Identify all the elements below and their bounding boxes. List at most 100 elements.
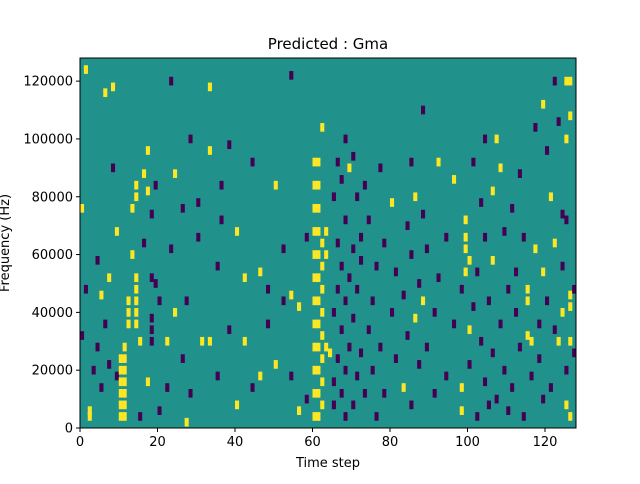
heatmap-cell bbox=[331, 400, 336, 410]
heatmap-cell bbox=[134, 192, 139, 202]
heatmap-cell bbox=[297, 302, 302, 311]
heatmap-cell bbox=[103, 88, 108, 98]
heatmap-cell bbox=[362, 180, 367, 190]
heatmap-cell bbox=[188, 388, 193, 398]
heatmap-cell bbox=[312, 227, 317, 236]
heatmap-cell bbox=[521, 412, 526, 421]
heatmap-cell bbox=[266, 319, 271, 329]
heatmap-cell bbox=[359, 232, 364, 242]
heatmap-cell bbox=[316, 250, 321, 259]
heatmap-cell bbox=[417, 279, 422, 288]
heatmap-cell bbox=[467, 256, 472, 265]
heatmap-cell bbox=[91, 365, 96, 375]
heatmap-cell bbox=[486, 296, 491, 306]
heatmap-cell bbox=[118, 377, 123, 387]
heatmap-cell bbox=[273, 180, 278, 190]
heatmap-cell bbox=[122, 354, 127, 363]
heatmap-cell bbox=[506, 284, 511, 294]
heatmap-cell bbox=[467, 325, 472, 335]
heatmap-cell bbox=[452, 175, 457, 184]
heatmap-cell bbox=[355, 192, 360, 202]
heatmap-cell bbox=[138, 412, 143, 421]
heatmap-cell bbox=[242, 273, 247, 283]
heatmap-cell bbox=[95, 256, 100, 265]
heatmap-cell bbox=[370, 365, 375, 375]
heatmap-cell bbox=[564, 76, 569, 86]
heatmap-cell bbox=[382, 238, 387, 248]
heatmap-cell bbox=[297, 406, 302, 415]
heatmap-cell bbox=[560, 308, 565, 317]
heatmap-cell bbox=[366, 325, 371, 335]
heatmap-cell bbox=[432, 388, 437, 398]
heatmap-cell bbox=[517, 342, 522, 352]
heatmap-cell bbox=[312, 273, 317, 283]
heatmap-cell bbox=[568, 336, 573, 346]
heatmap-cell bbox=[355, 371, 360, 381]
heatmap-cell bbox=[359, 256, 364, 265]
heatmap-cell bbox=[258, 371, 263, 381]
heatmap-cell bbox=[316, 203, 321, 213]
heatmap-cell bbox=[219, 215, 224, 225]
heatmap-cell bbox=[335, 354, 340, 363]
heatmap-cell bbox=[347, 342, 352, 352]
heatmap-cell bbox=[134, 308, 139, 317]
heatmap-cell bbox=[207, 336, 212, 346]
heatmap-cells bbox=[80, 65, 577, 427]
heatmap-cell bbox=[343, 134, 348, 144]
heatmap-cell bbox=[421, 105, 426, 115]
heatmap-cell bbox=[149, 209, 154, 219]
heatmap-cell bbox=[494, 394, 499, 404]
heatmap-cell bbox=[347, 273, 352, 283]
heatmap-cell bbox=[312, 180, 317, 190]
heatmap-cell bbox=[99, 383, 104, 392]
heatmap-cell bbox=[390, 308, 395, 317]
heatmap-cell bbox=[126, 296, 131, 306]
heatmap-cell bbox=[417, 360, 422, 369]
heatmap-cell bbox=[514, 308, 519, 317]
heatmap-cell bbox=[324, 227, 329, 236]
heatmap-cell bbox=[510, 203, 515, 213]
heatmap-cell bbox=[537, 354, 542, 363]
heatmap-cell bbox=[339, 388, 344, 398]
heatmap-cell bbox=[572, 284, 577, 294]
heatmap-cell bbox=[320, 400, 325, 410]
heatmap-cell bbox=[149, 325, 154, 335]
heatmap-cell bbox=[316, 296, 321, 306]
heatmap-cell bbox=[312, 412, 317, 421]
heatmap-cell bbox=[165, 336, 170, 346]
heatmap-cell bbox=[564, 365, 569, 375]
heatmap-cell bbox=[475, 412, 480, 421]
heatmap-cell bbox=[537, 319, 542, 329]
heatmap-cell bbox=[130, 203, 135, 213]
heatmap-cell bbox=[281, 296, 286, 306]
heatmap-cell bbox=[320, 123, 325, 132]
heatmap-cell bbox=[312, 388, 317, 398]
heatmap-cell bbox=[316, 388, 321, 398]
heatmap-cell bbox=[266, 284, 271, 294]
heatmap-cell bbox=[335, 238, 340, 248]
heatmap-cell bbox=[413, 192, 418, 202]
heatmap-cell bbox=[130, 250, 135, 259]
heatmap-cell bbox=[463, 215, 468, 225]
heatmap-cell bbox=[320, 331, 325, 340]
heatmap-cell bbox=[99, 290, 104, 300]
heatmap-cell bbox=[312, 157, 317, 167]
heatmap-cell bbox=[490, 256, 495, 265]
heatmap-cell bbox=[134, 296, 139, 306]
heatmap-cell bbox=[564, 134, 569, 144]
heatmap-cell bbox=[494, 134, 499, 144]
heatmap-cell bbox=[459, 383, 464, 392]
heatmap-cell bbox=[118, 412, 123, 421]
heatmap-cell bbox=[525, 296, 530, 306]
heatmap-cell bbox=[525, 284, 530, 294]
x-tick-label: 100 bbox=[455, 435, 480, 450]
heatmap-cell bbox=[572, 348, 577, 358]
heatmap-cell bbox=[316, 365, 321, 375]
heatmap-cell bbox=[157, 406, 162, 415]
heatmap-cell bbox=[316, 342, 321, 352]
heatmap-cell bbox=[196, 232, 201, 242]
heatmap-cell bbox=[444, 232, 449, 242]
heatmap-cell bbox=[541, 267, 546, 277]
heatmap-cell bbox=[424, 244, 429, 254]
